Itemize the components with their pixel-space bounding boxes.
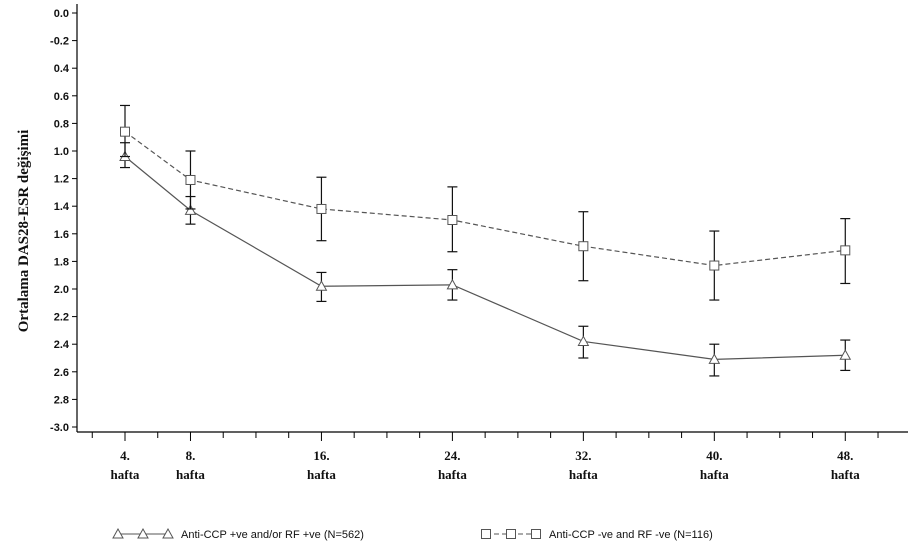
x-tick-label-number: 24. [444,448,460,463]
data-point-triangle [446,278,459,290]
x-tick-label-number: 32. [575,448,591,463]
data-point-square [578,241,589,252]
x-tick-label-unit: hafta [569,467,598,482]
y-axis-label: Ortalama DAS28-ESR değişimi [16,130,32,333]
legend-label: Anti-CCP -ve and RF -ve (N=116) [549,529,713,541]
data-point-triangle [577,335,590,346]
x-tick-label-number: 40. [706,448,722,463]
legend-marker-square [531,529,541,539]
axes [76,4,908,433]
y-tick-label: 1.4 [54,201,70,213]
legend-item: Anti-CCP -ve and RF -ve (N=116) [481,529,713,541]
y-tick-label: 0.4 [54,63,70,75]
legend-item: Anti-CCP +ve and/or RF +ve (N=562) [112,527,364,541]
x-tick-label-unit: hafta [700,467,729,482]
x-tick-label-unit: hafta [111,467,140,482]
legend-marker-square [506,529,516,539]
y-tick-label: -0.2 [50,36,69,48]
legend-marker-square [481,529,491,539]
data-point-triangle [184,204,197,215]
y-axis-ticks: 0.0 -0.2 0.4 0.6 0.8 1.0 1.2 1.4 1.6 1.8 2.0 2.2 2.4… [50,8,77,434]
data-point-triangle [839,349,852,360]
legend-marker-triangle [112,527,124,539]
legend-marker-triangle [162,527,174,539]
data-point-square [120,126,130,137]
y-tick-label: 0.6 [54,91,69,103]
series-line [124,156,846,360]
data-point-square [447,215,458,225]
y-tick-label: 1.0 [54,146,69,158]
data-point-square [185,174,196,185]
x-axis-ticks: 4. hafta 8. hafta 16. hafta 24. hafta 32. hafta 40… [91,432,879,482]
x-tick-label-number: 8. [186,448,196,463]
y-tick-label: -3.0 [50,422,69,434]
y-tick-label: 1.8 [54,256,69,268]
data-point-square [709,260,720,271]
legend-marker-triangle [137,527,149,539]
series-negative [120,104,851,301]
x-tick-label-number: 16. [313,448,329,463]
data-point-square [840,245,851,256]
x-tick-label-unit: hafta [831,467,860,482]
x-tick-label-number: 4. [120,448,130,463]
legend: Anti-CCP +ve and/or RF +ve (N=562) Anti-C… [112,527,713,541]
x-tick-label-unit: hafta [176,467,205,482]
y-tick-label: 1.2 [54,174,69,186]
data-point-square [316,203,327,214]
y-tick-label: 2.8 [54,394,69,406]
series-layer [119,104,852,377]
y-tick-label: 2.4 [54,339,70,351]
y-tick-label: 2.0 [54,284,69,296]
y-tick-label: 2.2 [54,312,69,324]
series-line [124,131,846,267]
y-tick-label: 1.6 [54,229,69,241]
legend-label: Anti-CCP +ve and/or RF +ve (N=562) [181,529,364,541]
y-tick-label: 0.8 [54,118,69,130]
x-tick-label-number: 48. [837,448,853,463]
data-point-triangle [708,353,721,364]
x-tick-label-unit: hafta [307,467,336,482]
y-tick-label: 0.0 [54,8,69,20]
data-point-triangle [315,280,328,291]
series-positive [119,142,852,377]
y-tick-label: 2.6 [54,367,69,379]
x-tick-label-unit: hafta [438,467,467,482]
